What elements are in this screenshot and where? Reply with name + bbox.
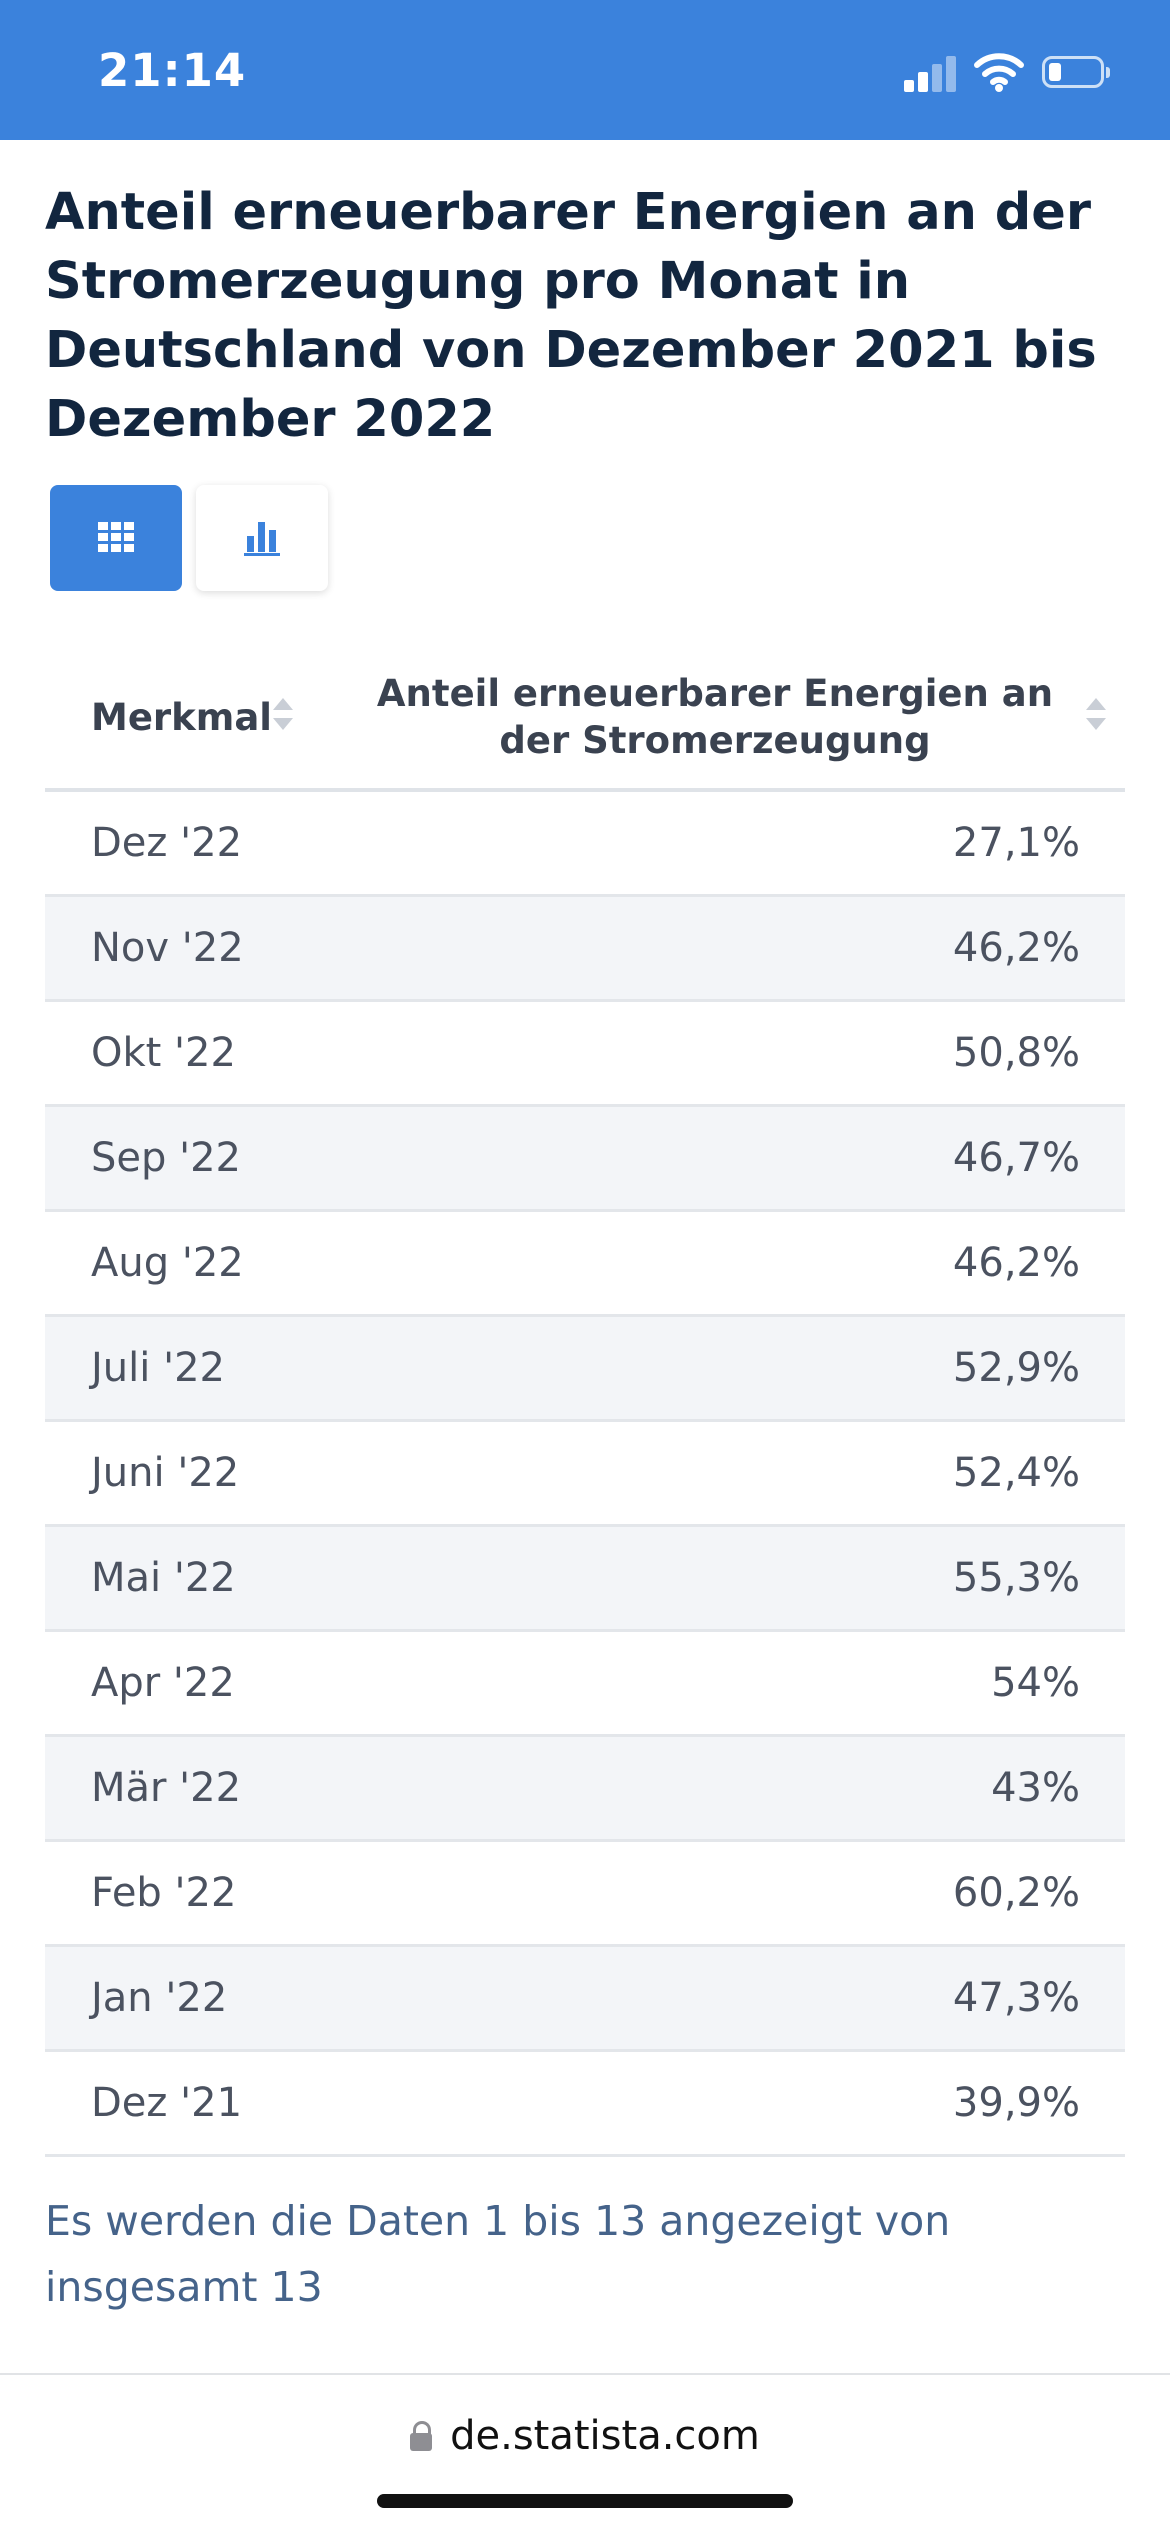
row-label: Sep '22 bbox=[91, 1135, 241, 1181]
data-table: Merkmal Anteil erneuerbarer Energien an … bbox=[45, 640, 1125, 2157]
table-row: Apr '22 54% bbox=[45, 1632, 1125, 1737]
row-value: 39,9% bbox=[952, 2080, 1080, 2126]
bar-chart-icon bbox=[244, 522, 280, 556]
browser-address-bar[interactable]: de.statista.com bbox=[0, 2373, 1170, 2534]
table-body: Dez '22 27,1% Nov '22 46,2% Okt '22 50,8% Sep … bbox=[45, 792, 1125, 2157]
table-row: Nov '22 46,2% bbox=[45, 897, 1125, 1002]
row-label: Aug '22 bbox=[91, 1240, 244, 1286]
row-label: Juli '22 bbox=[91, 1345, 225, 1391]
column-header-merkmal[interactable]: Merkmal bbox=[91, 696, 272, 739]
row-label: Dez '21 bbox=[91, 2080, 243, 2126]
table-row: Feb '22 60,2% bbox=[45, 1842, 1125, 1947]
cellular-signal-icon bbox=[904, 52, 956, 92]
table-row: Sep '22 46,7% bbox=[45, 1107, 1125, 1212]
table-row: Mai '22 55,3% bbox=[45, 1527, 1125, 1632]
battery-icon bbox=[1042, 56, 1110, 88]
page-title: Anteil erneuerbarer Energien an der Stro… bbox=[45, 183, 1097, 449]
table-row: Dez '22 27,1% bbox=[45, 792, 1125, 897]
status-bar: 21:14 bbox=[0, 0, 1170, 140]
row-label: Dez '22 bbox=[91, 820, 243, 866]
row-label: Jan '22 bbox=[91, 1975, 228, 2021]
row-value: 52,4% bbox=[952, 1450, 1080, 1496]
table-row: Juli '22 52,9% bbox=[45, 1317, 1125, 1422]
table-row: Mär '22 43% bbox=[45, 1737, 1125, 1842]
chart-view-button[interactable] bbox=[196, 485, 328, 591]
row-label: Apr '22 bbox=[91, 1660, 235, 1706]
home-indicator[interactable] bbox=[377, 2494, 793, 2508]
row-label: Juni '22 bbox=[91, 1450, 240, 1496]
row-value: 46,2% bbox=[952, 925, 1080, 971]
row-label: Mär '22 bbox=[91, 1765, 242, 1811]
table-view-button[interactable] bbox=[50, 485, 182, 591]
pagination-info: Es werden die Daten 1 bis 13 angezeigt v… bbox=[45, 2197, 951, 2311]
row-value: 46,2% bbox=[952, 1240, 1080, 1286]
table-header: Merkmal Anteil erneuerbarer Energien an … bbox=[45, 640, 1125, 792]
row-value: 55,3% bbox=[952, 1555, 1080, 1601]
table-grid-icon bbox=[98, 522, 134, 552]
row-value: 50,8% bbox=[952, 1030, 1080, 1076]
row-value: 47,3% bbox=[952, 1975, 1080, 2021]
sort-icon[interactable] bbox=[1084, 696, 1106, 736]
table-row: Aug '22 46,2% bbox=[45, 1212, 1125, 1317]
wifi-icon bbox=[974, 53, 1024, 92]
row-label: Feb '22 bbox=[91, 1870, 237, 1916]
column-header-value[interactable]: Anteil erneuerbarer Energien an der Stro… bbox=[376, 672, 1054, 762]
status-time: 21:14 bbox=[98, 44, 247, 97]
url-display[interactable]: de.statista.com bbox=[0, 2413, 1170, 2459]
table-row: Juni '22 52,4% bbox=[45, 1422, 1125, 1527]
row-value: 46,7% bbox=[952, 1135, 1080, 1181]
row-value: 43% bbox=[991, 1765, 1080, 1811]
row-value: 60,2% bbox=[952, 1870, 1080, 1916]
table-row: Dez '21 39,9% bbox=[45, 2052, 1125, 2157]
row-value: 54% bbox=[991, 1660, 1080, 1706]
row-label: Nov '22 bbox=[91, 925, 244, 971]
table-row: Jan '22 47,3% bbox=[45, 1947, 1125, 2052]
url-text: de.statista.com bbox=[450, 2413, 760, 2459]
row-value: 27,1% bbox=[952, 820, 1080, 866]
table-row: Okt '22 50,8% bbox=[45, 1002, 1125, 1107]
row-label: Okt '22 bbox=[91, 1030, 236, 1076]
row-value: 52,9% bbox=[952, 1345, 1080, 1391]
sort-icon[interactable] bbox=[271, 696, 293, 736]
lock-icon bbox=[410, 2421, 433, 2451]
row-label: Mai '22 bbox=[91, 1555, 236, 1601]
